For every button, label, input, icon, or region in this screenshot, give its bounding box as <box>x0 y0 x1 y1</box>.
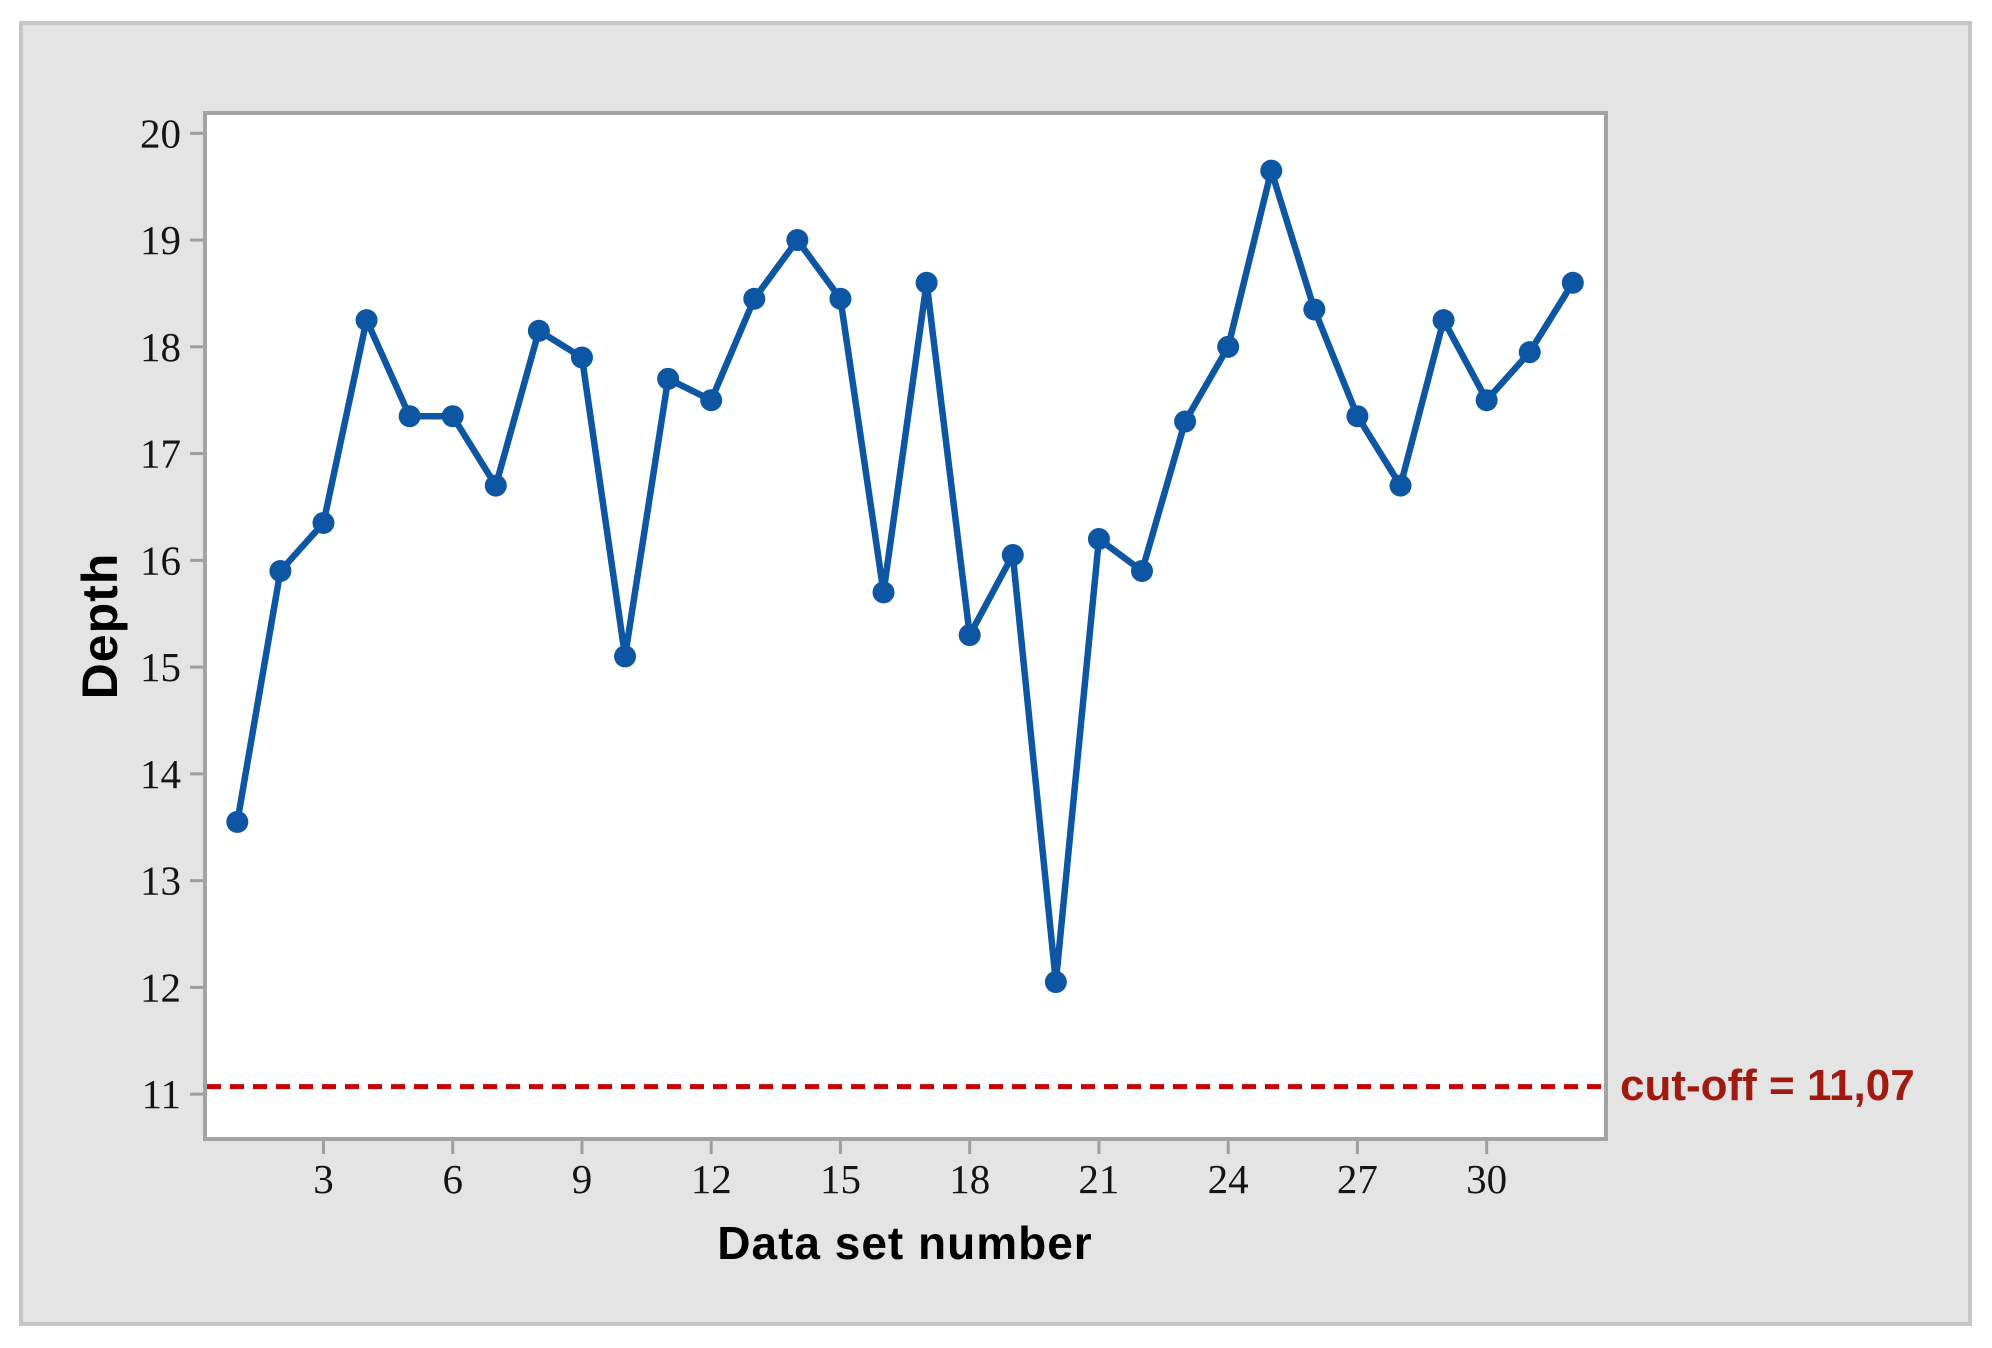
data-point-marker <box>700 389 723 412</box>
data-point-marker <box>484 474 507 497</box>
x-tick-label: 9 <box>572 1156 593 1202</box>
x-tick-label: 30 <box>1466 1156 1507 1202</box>
data-point-marker <box>570 346 593 369</box>
y-tick-label: 14 <box>140 751 181 797</box>
data-point-marker <box>1303 298 1326 321</box>
data-point-marker <box>786 229 809 252</box>
data-point-marker <box>1432 309 1455 332</box>
x-tick-label: 21 <box>1078 1156 1119 1202</box>
data-point-marker <box>614 645 637 668</box>
y-tick-label: 19 <box>140 217 181 263</box>
data-point-marker <box>312 511 335 534</box>
data-point-marker <box>1131 560 1154 583</box>
data-point-marker <box>958 624 981 647</box>
series-line <box>234 167 1577 986</box>
y-tick-label: 13 <box>140 858 181 904</box>
data-point-marker <box>527 319 550 342</box>
x-tick-label: 12 <box>691 1156 732 1202</box>
y-tick-label: 20 <box>140 110 181 156</box>
plot-frame <box>203 111 1608 1141</box>
y-tick-label: 18 <box>140 324 181 370</box>
data-point-marker <box>1346 405 1369 428</box>
x-tick-label: 6 <box>442 1156 463 1202</box>
data-point-marker <box>657 367 680 390</box>
data-point-marker <box>1217 335 1240 358</box>
y-tick-label: 12 <box>140 964 181 1010</box>
data-point-marker <box>1561 271 1584 294</box>
data-point-marker <box>1260 159 1283 182</box>
data-point-marker <box>1044 971 1067 994</box>
y-tick-label: 16 <box>140 537 181 583</box>
data-point-marker <box>269 560 292 583</box>
data-point-marker <box>1389 474 1412 497</box>
data-point-marker <box>398 405 421 428</box>
x-tick-label: 18 <box>949 1156 990 1202</box>
x-tick-label: 15 <box>820 1156 861 1202</box>
data-point-marker <box>226 810 249 833</box>
x-tick-label: 24 <box>1208 1156 1249 1202</box>
x-tick-label: 27 <box>1337 1156 1378 1202</box>
data-point-marker <box>1001 544 1024 567</box>
data-point-marker <box>872 581 895 604</box>
y-tick-label: 15 <box>140 644 181 690</box>
data-point-marker <box>1174 410 1197 433</box>
data-point-marker <box>355 309 378 332</box>
x-axis-title: Data set number <box>717 1217 1093 1269</box>
data-point-marker <box>829 287 852 310</box>
data-point-marker <box>915 271 938 294</box>
x-tick-label: 3 <box>313 1156 334 1202</box>
y-tick-label: 17 <box>140 431 181 477</box>
data-point-marker <box>743 287 766 310</box>
data-point-marker <box>1518 341 1541 364</box>
data-point-marker <box>441 405 464 428</box>
y-tick-label: 11 <box>142 1071 181 1117</box>
data-point-marker <box>1087 527 1110 550</box>
cutoff-label: cut-off = 11,07 <box>1620 1061 1915 1110</box>
y-axis-title: Depth <box>72 552 128 700</box>
data-point-marker <box>1475 389 1498 412</box>
